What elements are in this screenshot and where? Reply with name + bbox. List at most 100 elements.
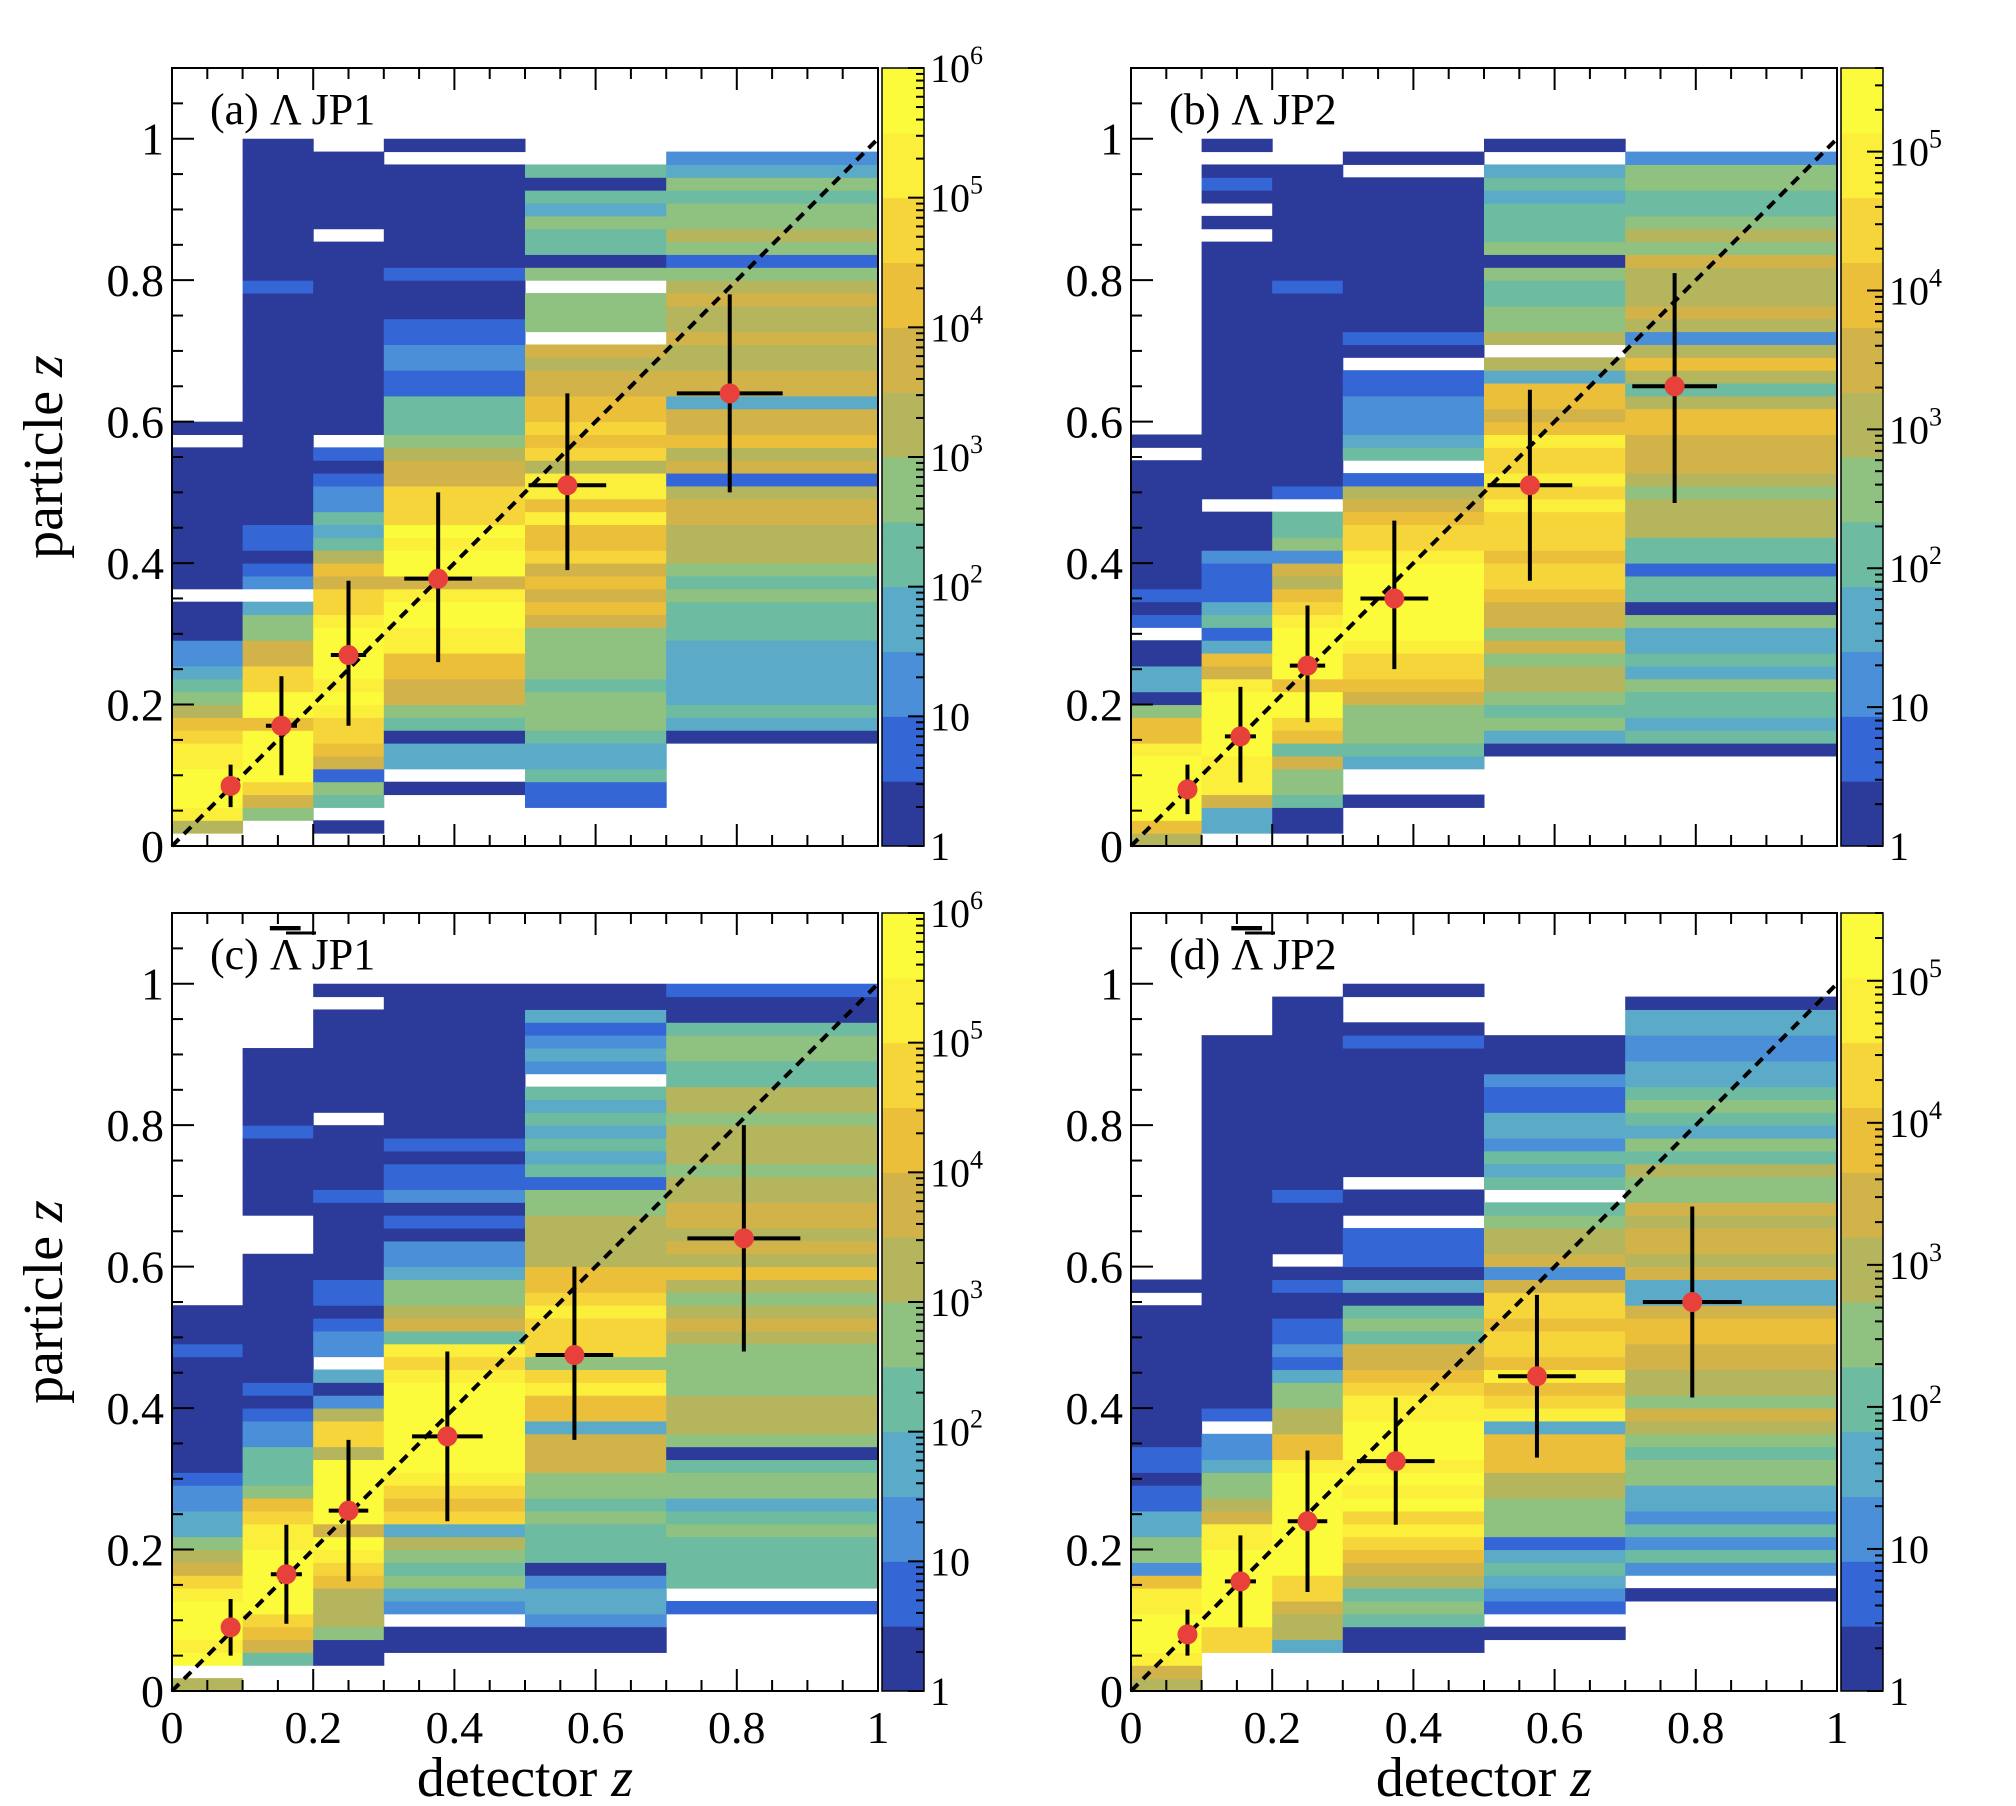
heatmap-cell [525,1498,667,1512]
heatmap-cell [242,1048,314,1062]
colorbar-segment [1841,240,1883,263]
heatmap-cell [1272,1433,1344,1448]
data-point [1642,1206,1742,1398]
heatmap-cell [383,1189,526,1203]
x-tick-label: 0 [161,1702,184,1753]
colorbar-tick-exponent: 6 [970,41,983,70]
heatmap-cell [1272,550,1344,564]
heatmap-cell [242,1330,314,1345]
heatmap-cell [666,498,878,513]
panel-label-trigger: JP2 [1262,85,1337,134]
y-tick-label: 0 [1100,821,1123,872]
heatmap-cell [172,1562,244,1576]
heatmap-cell [1484,743,1626,757]
colorbar-segment [1841,413,1883,436]
heatmap-cell [1131,537,1203,551]
heatmap-cell [1131,1652,1203,1666]
heatmap-cell [383,293,526,307]
heatmap-cell [1272,524,1344,538]
heatmap-cell [313,331,385,345]
colorbar-segment [1841,1410,1883,1433]
heatmap-cell [242,190,314,204]
heatmap-cell [1201,1600,1273,1615]
heatmap-cell [1484,1588,1626,1602]
heatmap-cell [666,640,878,654]
heatmap-cell [666,1305,878,1319]
heatmap-cell [1625,344,1837,358]
heatmap-cell [1201,1446,1273,1461]
colorbar-segment [1841,197,1883,220]
heatmap-cell [383,280,526,294]
heatmap-cell [313,151,385,165]
heatmap-cell [1201,370,1273,384]
heatmap-cell [525,1035,667,1049]
colorbar-segment [1841,1237,1883,1260]
heatmap-cell [242,807,314,821]
colorbar-segment [1841,1280,1883,1303]
heatmap-cell [525,1485,667,1499]
heatmap-cell [1272,215,1344,230]
heatmap-cell [172,1652,244,1666]
colorbar-segment [1841,673,1883,696]
heatmap-cell [313,1626,385,1641]
heatmap-cell [383,318,526,333]
heatmap-cell [1484,550,1626,564]
y-tick-label: 0.2 [1066,1525,1124,1576]
heatmap-cell [242,1253,314,1268]
heatmap-cell [383,1099,526,1113]
heatmap-cell [1131,473,1203,487]
colorbar-tick-base: 1 [930,1669,950,1714]
heatmap-cell [1342,395,1485,410]
heatmap-cell [1484,305,1626,320]
y-axis-title-text: particle [13,1222,75,1404]
heatmap-cell [1484,678,1626,693]
heatmap-cell [1131,1665,1203,1679]
heatmap-cell [666,434,878,448]
heatmap-cell [1625,588,1837,603]
colorbar-segment [882,1085,924,1108]
colorbar-segment [882,737,924,761]
heatmap-cell [1342,305,1485,320]
heatmap-cell [1484,1549,1626,1563]
heatmap-cell [242,1112,314,1126]
heatmap-cell [1272,1318,1344,1332]
heatmap-cell [383,743,526,757]
colorbar-segment [1841,565,1883,588]
heatmap-cell [1484,485,1626,500]
heatmap-cell [172,1356,244,1371]
heatmap-cell [1131,1369,1203,1383]
heatmap-cell [1484,1523,1626,1538]
heatmap-cell [666,1485,878,1499]
heatmap-cell [383,498,526,513]
heatmap-cell [525,1266,667,1280]
heatmap-cell [383,1048,526,1062]
heatmap-cell [1484,190,1626,204]
heatmap-cell [525,511,667,526]
y-tick-label: 0 [1100,1666,1123,1717]
colorbar-segment [1841,1042,1883,1065]
heatmap-cell [383,1485,526,1499]
heatmap-cell [525,601,667,616]
heatmap-cell [383,1510,526,1525]
heatmap-cell [1342,1279,1485,1293]
heatmap-cell [1131,653,1203,667]
heatmap-cell [1342,190,1485,204]
heatmap-cell [666,730,878,744]
heatmap-cell [1625,177,1837,191]
heatmap-cell [1625,241,1837,255]
heatmap-cell [525,395,667,410]
heatmap-cell [666,1073,878,1088]
heatmap-cell [666,1292,878,1306]
colorbar-segment [882,111,924,134]
heatmap-cell [1484,254,1626,268]
heatmap-cell [383,563,526,577]
heatmap-cell [313,164,385,178]
heatmap-cell [242,704,314,718]
heatmap-cell [1484,601,1626,616]
heatmap-cell [666,1446,878,1461]
colorbar-segment [1841,1431,1883,1454]
colorbar-tick-label: 105 [1889,954,1942,1004]
heatmap-cell [1484,421,1626,435]
heatmap-cell [666,1138,878,1152]
